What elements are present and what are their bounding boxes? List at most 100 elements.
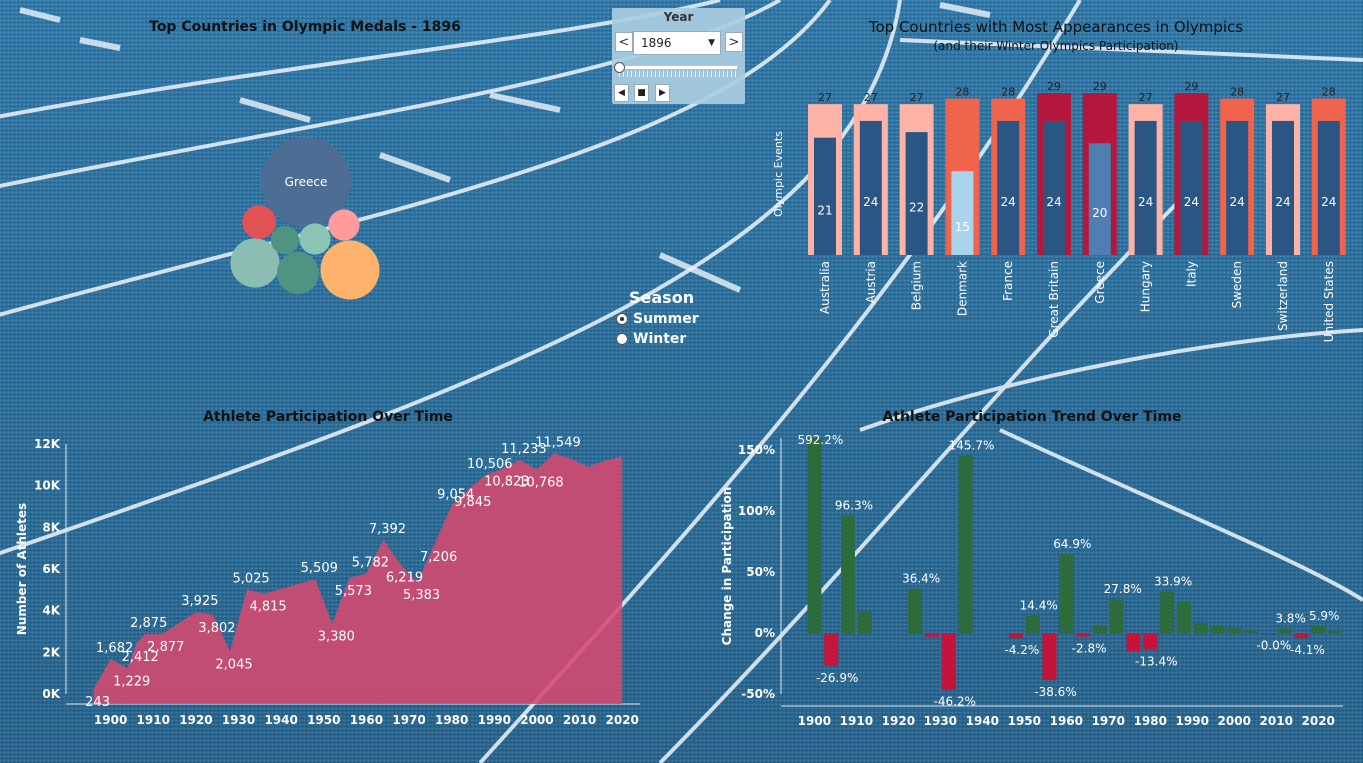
data-label: 11,549 bbox=[535, 435, 581, 450]
x-tick-label: 1900 bbox=[94, 713, 127, 727]
step-back-icon[interactable]: ◀ bbox=[614, 84, 629, 102]
bubble bbox=[320, 240, 380, 300]
data-label: 2,877 bbox=[147, 640, 184, 655]
x-tick-label: 1940 bbox=[264, 713, 297, 727]
category-label: Denmark bbox=[955, 261, 969, 316]
data-label: -13.4% bbox=[1135, 654, 1177, 668]
data-label: 243 bbox=[85, 695, 110, 710]
y-tick-label: 150% bbox=[738, 443, 775, 457]
step-forward-icon[interactable]: ▶ bbox=[655, 84, 670, 102]
appearances-chart-subtitle: (and their Winter Olympics Participation… bbox=[933, 39, 1179, 53]
season-option-summer[interactable]: Summer bbox=[616, 311, 699, 327]
data-label: -26.9% bbox=[816, 671, 858, 685]
data-label: 10,823 bbox=[484, 475, 530, 490]
trend-bar bbox=[1008, 633, 1023, 639]
season-option-winter[interactable]: Winter bbox=[616, 331, 699, 347]
trend-bar bbox=[1294, 633, 1309, 639]
year-filter: Year bbox=[612, 8, 745, 104]
total-label: 27 bbox=[818, 91, 832, 104]
category-label: United States bbox=[1322, 261, 1336, 342]
category-label: Great Britain bbox=[1047, 261, 1061, 338]
winter-bar bbox=[814, 137, 836, 255]
x-tick-label: 1940 bbox=[966, 714, 999, 728]
data-label: -0.0% bbox=[1256, 639, 1291, 653]
trend-bar bbox=[924, 633, 939, 637]
total-label: 28 bbox=[955, 86, 969, 99]
x-tick-label: 1910 bbox=[840, 714, 873, 728]
data-label: 96.3% bbox=[835, 499, 873, 513]
trend-bar bbox=[908, 588, 923, 634]
bubble bbox=[270, 225, 300, 255]
winter-bar bbox=[1272, 120, 1294, 255]
bubble bbox=[261, 137, 351, 227]
data-label: 3,925 bbox=[181, 594, 218, 609]
data-label: 64.9% bbox=[1053, 537, 1091, 551]
trend-bar bbox=[1311, 625, 1326, 634]
winter-label: 24 bbox=[863, 195, 878, 209]
x-tick-label: 1970 bbox=[392, 713, 425, 727]
winter-label: 24 bbox=[1001, 195, 1016, 209]
trend-bar bbox=[1109, 599, 1124, 634]
trend-bar bbox=[1042, 633, 1057, 681]
radio-unselected-icon[interactable] bbox=[616, 333, 628, 345]
winter-bar bbox=[1180, 120, 1203, 255]
data-label: 145.7% bbox=[949, 438, 995, 452]
category-label: Greece bbox=[1093, 261, 1107, 304]
trend-bar bbox=[941, 633, 956, 690]
year-slider-track[interactable] bbox=[619, 66, 737, 69]
trend-bar bbox=[1260, 633, 1275, 635]
data-label: 6,219 bbox=[386, 570, 423, 585]
total-label: 27 bbox=[910, 91, 924, 104]
y-tick-label: 6K bbox=[42, 562, 60, 576]
bubble bbox=[230, 238, 280, 288]
area-series bbox=[93, 453, 623, 704]
x-tick-label: 1960 bbox=[350, 713, 383, 727]
trend-bar bbox=[1076, 633, 1091, 637]
winter-bar bbox=[951, 171, 974, 255]
winter-bar bbox=[859, 120, 882, 255]
winter-label: 24 bbox=[1138, 195, 1153, 209]
winter-bar bbox=[1317, 120, 1340, 255]
data-label: 3.8% bbox=[1275, 611, 1306, 625]
winter-bar bbox=[1088, 143, 1111, 255]
chevron-down-icon: ▼ bbox=[708, 38, 715, 48]
winter-label: 24 bbox=[1046, 195, 1061, 209]
winter-label: 22 bbox=[909, 201, 924, 215]
winter-label: 24 bbox=[1230, 195, 1245, 209]
data-label: 5,509 bbox=[301, 561, 338, 576]
data-label: 5.9% bbox=[1309, 609, 1340, 623]
total-label: 28 bbox=[1001, 86, 1015, 99]
x-tick-label: 2010 bbox=[563, 713, 596, 727]
total-label: 27 bbox=[1139, 91, 1153, 104]
data-label: 5,025 bbox=[232, 571, 269, 586]
data-label: -38.6% bbox=[1034, 685, 1076, 699]
winter-label: 24 bbox=[1275, 195, 1290, 209]
radio-selected-icon[interactable] bbox=[616, 313, 628, 325]
year-next-button[interactable]: > bbox=[725, 32, 743, 52]
data-label: 11,233 bbox=[501, 442, 547, 457]
trend-bar bbox=[1193, 623, 1208, 634]
year-dropdown-value: 1896 bbox=[641, 36, 672, 50]
x-tick-label: 2000 bbox=[520, 713, 553, 727]
season-option-label: Winter bbox=[633, 331, 687, 347]
year-prev-button[interactable]: < bbox=[615, 32, 633, 52]
season-filter-label: Season bbox=[629, 288, 695, 307]
data-label: 5,782 bbox=[352, 556, 389, 571]
trend-bar bbox=[1092, 625, 1107, 634]
total-label: 28 bbox=[1322, 86, 1336, 99]
data-label: 27.8% bbox=[1104, 582, 1142, 596]
data-label: 5,573 bbox=[335, 584, 372, 599]
category-label: Italy bbox=[1184, 261, 1198, 287]
x-tick-label: 1950 bbox=[1008, 714, 1041, 728]
area-chart: Number of Athletes 0K 2K 4K 6K 8K 10K 12K 1900 19… bbox=[15, 435, 640, 727]
year-slider-handle[interactable] bbox=[614, 62, 625, 73]
x-tick-label: 1980 bbox=[1134, 714, 1167, 728]
y-axis-label: Number of Athletes bbox=[15, 503, 29, 635]
data-label: 5,383 bbox=[403, 588, 440, 603]
bubble-chart-title: Top Countries in Olympic Medals - 1896 bbox=[149, 19, 461, 35]
year-dropdown[interactable]: 1896 ▼ bbox=[633, 31, 721, 55]
winter-bar bbox=[1226, 120, 1249, 255]
category-label: Sweden bbox=[1230, 261, 1244, 308]
category-label: Austria bbox=[864, 261, 878, 303]
stop-icon[interactable]: ■ bbox=[634, 84, 649, 102]
